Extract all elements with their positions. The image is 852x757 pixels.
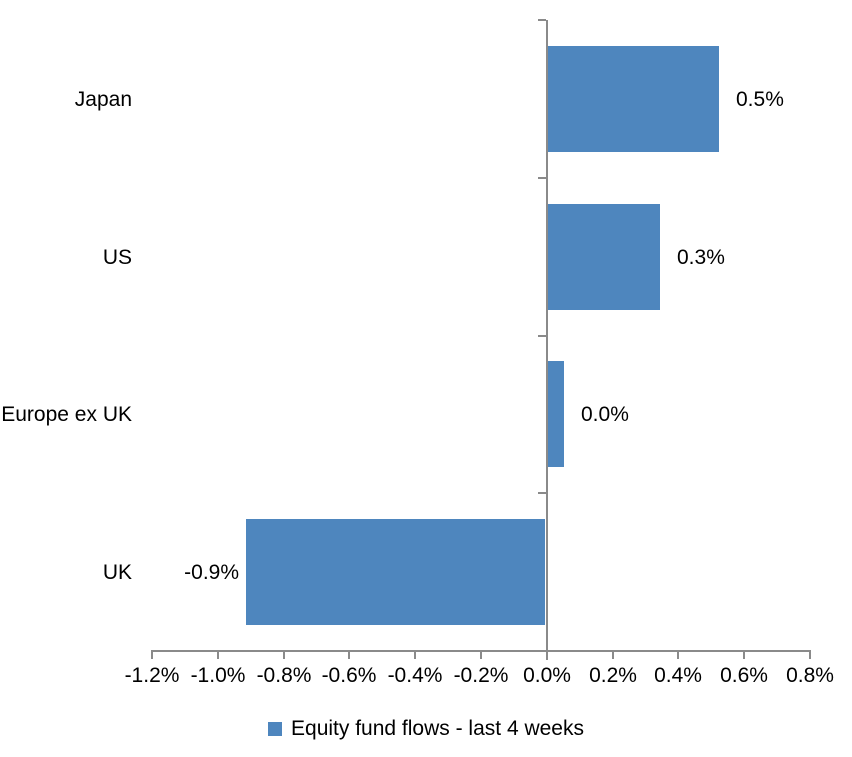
data-label: -0.9%: [184, 561, 239, 584]
x-tick-label: -0.8%: [256, 664, 312, 687]
x-tick-label: -0.2%: [453, 664, 509, 687]
category-label: UK: [102, 561, 132, 584]
category-label: US: [102, 246, 132, 269]
category-axis-tick: [537, 492, 546, 495]
x-tick-label: -0.4%: [387, 664, 443, 687]
data-label: 0.0%: [581, 403, 629, 426]
x-tick-label: 0.6%: [720, 664, 768, 687]
x-axis-tick: [414, 650, 417, 659]
legend: Equity fund flows - last 4 weeks: [0, 718, 852, 739]
x-axis-tick: [611, 650, 614, 659]
x-axis-tick: [282, 650, 285, 659]
x-axis-tick: [151, 650, 153, 659]
x-tick-label: -1.0%: [190, 664, 246, 687]
x-axis-tick: [480, 650, 482, 659]
legend-swatch-icon: [268, 721, 283, 736]
x-axis-tick: [743, 650, 746, 659]
data-label: 0.5%: [736, 88, 784, 111]
x-tick-label: 0.0%: [523, 664, 571, 687]
x-tick-label: 0.2%: [589, 664, 637, 687]
bar-europe-ex-uk: [547, 361, 564, 467]
category-label: Japan: [74, 88, 132, 111]
category-axis-tick: [537, 176, 546, 179]
category-axis-tick: [537, 19, 546, 21]
x-axis-tick: [348, 650, 351, 659]
category-label: Europe ex UK: [1, 403, 132, 426]
category-axis-tick: [537, 334, 546, 337]
x-axis-tick: [545, 650, 548, 659]
x-tick-label: -0.6%: [321, 664, 377, 687]
bar-uk: [246, 519, 546, 625]
bar-japan: [547, 46, 719, 152]
x-axis-tick: [216, 650, 219, 659]
value-axis-line: [545, 20, 548, 660]
data-label: 0.3%: [677, 246, 725, 269]
bar-us: [547, 204, 660, 310]
x-tick-label: 0.8%: [786, 664, 834, 687]
x-axis-tick: [677, 650, 680, 659]
x-tick-label: 0.4%: [654, 664, 702, 687]
x-tick-label: -1.2%: [124, 664, 180, 687]
legend-label: Equity fund flows - last 4 weeks: [291, 717, 584, 740]
x-axis-tick: [809, 650, 811, 659]
